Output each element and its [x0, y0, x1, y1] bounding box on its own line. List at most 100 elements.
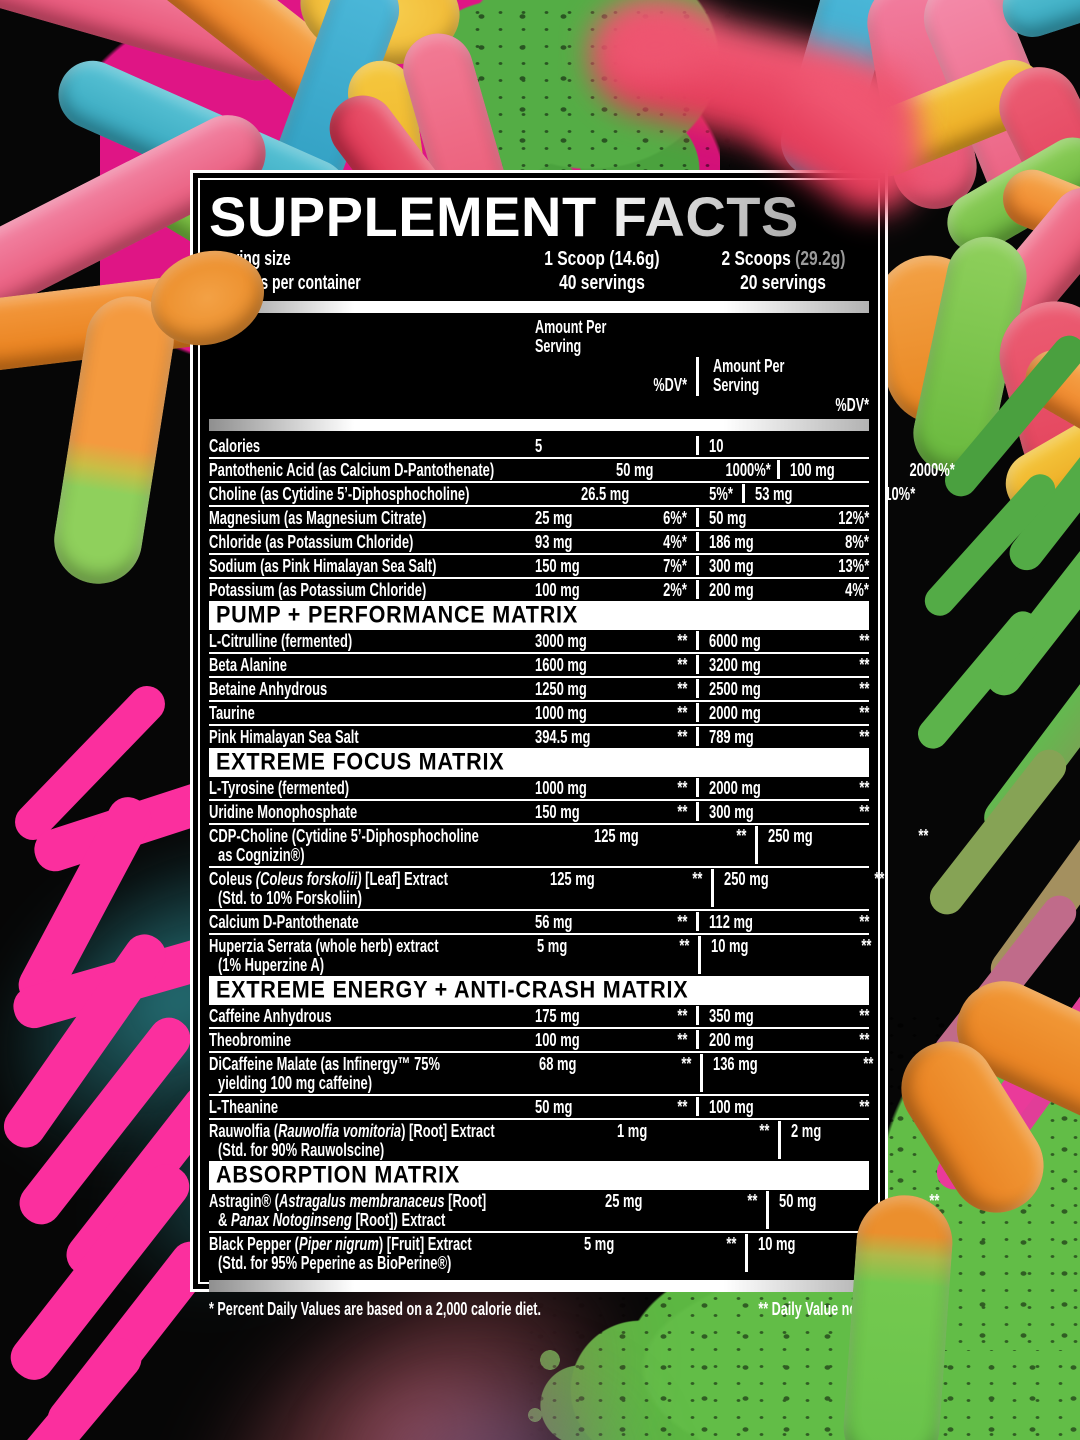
- table-row: L-Tyrosine (fermented) 1000 mg ** 2000 mg **: [209, 775, 869, 799]
- amount-scoop1: 5 mg: [584, 1233, 615, 1255]
- column-divider: [687, 508, 709, 528]
- ingredient-name: Pink Himalayan Sea Salt: [209, 726, 359, 748]
- dv-scoop1: [625, 436, 687, 455]
- divider-bar: [209, 419, 869, 432]
- amount-scoop1: 150 mg: [535, 801, 580, 823]
- ingredient-name: Astragin® (Astragalus membranaceus [Root…: [209, 1190, 487, 1231]
- dv-scoop1: **: [676, 801, 687, 823]
- dv-scoop1: **: [746, 1190, 758, 1212]
- table-row: Rauwolfia (Rauwolfia vomitoria) [Root] E…: [209, 1118, 951, 1161]
- dv-scoop2: **: [858, 1029, 869, 1051]
- ingredient-name: CDP-Choline (Cytidine 5’-Diphosphocholin…: [209, 825, 479, 866]
- table-row: Potassium (as Potassium Chloride) 100 mg 2…: [209, 577, 869, 601]
- dv-scoop2: 4%*: [845, 579, 869, 601]
- scoop2-size: 2 Scoops (29.2g): [721, 248, 845, 270]
- ingredient-name: Calcium D-Pantothenate: [209, 911, 359, 933]
- amount-scoop2: 350 mg: [709, 1005, 754, 1027]
- amount-scoop2: 50 mg: [709, 507, 747, 529]
- ingredient-name: Potassium (as Potassium Chloride): [209, 579, 427, 601]
- dv-header: %DV*: [653, 375, 687, 396]
- ingredient-name: Uridine Monophosphate: [209, 801, 358, 823]
- supplement-facts-panel: SUPPLEMENT FACTS Serving size Servings p…: [190, 170, 955, 1319]
- dv-scoop1: **: [692, 868, 703, 890]
- table-row: Astragin® (Astragalus membranaceus [Root…: [209, 1188, 939, 1231]
- dv-scoop2: 8%*: [845, 531, 869, 553]
- dv-scoop1: **: [676, 678, 687, 700]
- footnote-left: * Percent Daily Values are based on a 2,…: [209, 1299, 541, 1320]
- amount-scoop1: 1000 mg: [535, 702, 587, 724]
- dv-scoop1: 1000%*: [725, 459, 772, 481]
- gummy-worm: [840, 1191, 956, 1440]
- column-divider: [687, 556, 709, 576]
- table-row: L-Citrulline (fermented) 3000 mg ** 6000 mg…: [209, 628, 869, 652]
- amount-scoop2: 10 mg: [758, 1233, 796, 1255]
- ingredient-name: Choline (as Cytidine 5’-Diphosphocholine…: [209, 483, 470, 505]
- dv-scoop1: **: [676, 911, 687, 933]
- column-header-scoop2: Amount Per Serving: [713, 355, 785, 396]
- table-row: Betaine Anhydrous 1250 mg ** 2500 mg **: [209, 676, 869, 700]
- amount-scoop1: 125 mg: [550, 868, 595, 890]
- amount-scoop1: 1600 mg: [535, 654, 587, 676]
- ingredient-name: L-Citrulline (fermented): [209, 630, 353, 652]
- amount-scoop1: 25 mg: [605, 1190, 643, 1212]
- ingredient-name: Calories: [209, 435, 261, 457]
- section-header: ABSORPTION MATRIX: [209, 1161, 869, 1189]
- table-row: Calcium D-Pantothenate 56 mg ** 112 mg **: [209, 909, 869, 933]
- column-divider: [687, 436, 709, 456]
- serving-info: Serving size Servings per container 1 Sc…: [209, 247, 869, 295]
- column-divider: [687, 912, 709, 932]
- divider-bar: [209, 1280, 869, 1293]
- amount-scoop2: 6000 mg: [709, 630, 761, 652]
- section-header: EXTREME FOCUS MATRIX: [209, 748, 869, 776]
- ingredient-name: Caffeine Anhydrous: [209, 1005, 332, 1027]
- divider-bar: [209, 301, 869, 313]
- dv-scoop2: **: [858, 726, 869, 748]
- table-row: Theobromine 100 mg ** 200 mg **: [209, 1027, 869, 1051]
- amount-scoop2: 100 mg: [790, 459, 836, 481]
- amount-scoop1: 5 mg: [536, 935, 568, 957]
- amount-scoop1: 5: [535, 435, 543, 457]
- ingredient-name: Huperzia Serrata (whole herb) extract (1%…: [209, 935, 439, 976]
- dv-scoop2: **: [874, 868, 885, 890]
- ingredient-name: Pantothenic Acid (as Calcium D-Pantothen…: [209, 459, 495, 481]
- dv-scoop1: **: [676, 630, 687, 652]
- amount-scoop2: 250 mg: [768, 825, 814, 847]
- dv-scoop2: **: [858, 630, 869, 652]
- amount-scoop1: 25 mg: [535, 507, 573, 529]
- ingredient-name: Black Pepper (Piper nigrum) [Fruit] Extr…: [209, 1233, 472, 1274]
- amount-scoop2: 3200 mg: [709, 654, 761, 676]
- table-row: Taurine 1000 mg ** 2000 mg **: [209, 700, 869, 724]
- column-divider: [687, 727, 709, 747]
- amount-scoop1: 100 mg: [535, 1029, 580, 1051]
- column-divider: [769, 1121, 792, 1160]
- column-divider: [687, 631, 709, 651]
- dv-scoop2: **: [858, 1096, 869, 1118]
- dv-scoop2: **: [918, 825, 929, 847]
- dv-scoop1: 5%*: [709, 483, 734, 505]
- column-divider: [687, 1097, 709, 1117]
- dv-scoop1: **: [736, 825, 747, 847]
- amount-scoop2: 10: [709, 435, 724, 457]
- amount-scoop1: 50 mg: [535, 1096, 573, 1118]
- dv-scoop1: **: [680, 1053, 692, 1075]
- table-row: Uridine Monophosphate 150 mg ** 300 mg **: [209, 799, 869, 823]
- scoop2-servings: 20 servings: [740, 272, 826, 294]
- amount-scoop1: 100 mg: [535, 579, 580, 601]
- section-header: PUMP + PERFORMANCE MATRIX: [209, 601, 869, 629]
- column-divider: [687, 655, 709, 675]
- ingredient-name: Beta Alanine: [209, 654, 287, 676]
- table-row: Pantothenic Acid (as Calcium D-Pantothen…: [209, 457, 955, 481]
- ingredient-name: Coleus (Coleus forskolii) [Leaf] Extract…: [209, 868, 448, 909]
- dv-scoop1: 4%*: [663, 531, 687, 553]
- amount-scoop2: 136 mg: [713, 1053, 758, 1075]
- ingredient-name: Taurine: [209, 702, 255, 724]
- table-row: Sodium (as Pink Himalayan Sea Salt) 150 m…: [209, 553, 869, 577]
- amount-scoop2: 2000 mg: [709, 702, 761, 724]
- amount-scoop2: 2500 mg: [709, 678, 761, 700]
- amount-scoop2: 789 mg: [709, 726, 754, 748]
- table-row: L-Theanine 50 mg ** 100 mg **: [209, 1094, 869, 1118]
- ingredient-name: Betaine Anhydrous: [209, 678, 328, 700]
- amount-scoop2: 300 mg: [709, 555, 754, 577]
- dv-scoop2: 12%*: [838, 507, 869, 529]
- dv-scoop1: **: [676, 1029, 687, 1051]
